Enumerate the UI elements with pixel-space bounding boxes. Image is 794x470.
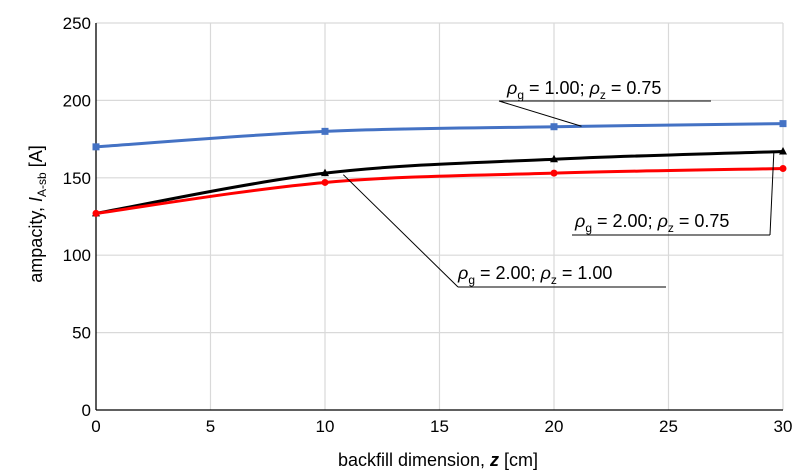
y-tick-label: 0 bbox=[82, 401, 91, 420]
data-point bbox=[779, 120, 787, 128]
data-point bbox=[321, 168, 329, 177]
annotation-black-series: ρg = 2.00; ρz = 0.75 bbox=[574, 211, 729, 235]
tick-labels: 0 5 10 15 20 25 30 0 50 100 150 200 250 bbox=[63, 14, 793, 436]
annotation-blue-series: ρg = 1.00; ρz = 0.75 bbox=[506, 78, 661, 102]
y-tick-label: 200 bbox=[63, 91, 91, 110]
data-point bbox=[321, 178, 329, 186]
data-point bbox=[550, 154, 558, 163]
annotation-red-series: ρg = 2.00; ρz = 1.00 bbox=[457, 263, 612, 287]
y-tick-label: 100 bbox=[63, 246, 91, 265]
y-tick-label: 50 bbox=[72, 324, 91, 343]
annotation-leaders bbox=[342, 100, 775, 288]
annotation-leader bbox=[342, 174, 459, 288]
x-tick-label: 5 bbox=[206, 417, 215, 436]
x-axis-title: backfill dimension, z [cm] bbox=[338, 450, 538, 470]
x-tick-label: 20 bbox=[545, 417, 564, 436]
x-tick-label: 10 bbox=[316, 417, 335, 436]
data-point bbox=[92, 209, 100, 217]
x-tick-label: 25 bbox=[659, 417, 678, 436]
x-tick-label: 30 bbox=[774, 417, 793, 436]
grid bbox=[96, 22, 784, 410]
x-tick-label: 0 bbox=[91, 417, 100, 436]
annotation-leader bbox=[769, 152, 775, 236]
series-lines bbox=[92, 120, 787, 217]
series-line-2 bbox=[95, 167, 784, 215]
data-point bbox=[550, 169, 558, 177]
x-tick-label: 15 bbox=[430, 417, 449, 436]
y-axis-title: ampacity, IA-sb [A] bbox=[26, 145, 49, 282]
data-point bbox=[321, 127, 329, 135]
data-point bbox=[779, 146, 787, 155]
series-line-0 bbox=[95, 122, 784, 149]
series-line-1 bbox=[95, 149, 784, 215]
data-point bbox=[92, 143, 100, 151]
y-tick-label: 250 bbox=[63, 14, 91, 33]
y-tick-label: 150 bbox=[63, 169, 91, 188]
data-point bbox=[779, 165, 787, 173]
data-point bbox=[550, 123, 558, 131]
annotation-leader bbox=[498, 100, 582, 127]
